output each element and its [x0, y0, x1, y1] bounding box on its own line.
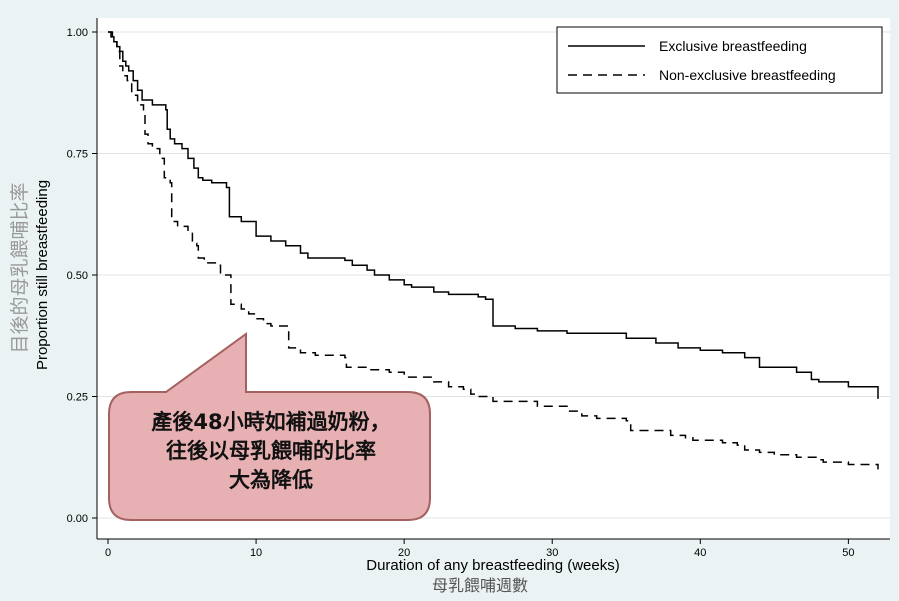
y-axis-label-zh: 目後的母乳餵哺比率 — [9, 182, 31, 353]
series-line-non-exclusive — [108, 31, 879, 470]
series-line-exclusive — [108, 31, 879, 399]
legend-label-exclusive: Exclusive breastfeeding — [659, 38, 807, 54]
x-axis-label-zh: 母乳餵哺週數 — [432, 576, 528, 595]
series-lines — [108, 31, 879, 470]
y-tick-label: 0.75 — [67, 149, 88, 161]
legend-box — [556, 26, 883, 94]
y-tick-label: 0.00 — [67, 513, 88, 525]
y-tick-label: 0.25 — [67, 392, 88, 404]
legend-label-non-exclusive: Non-exclusive breastfeeding — [659, 67, 836, 83]
y-tick-label: 1.00 — [67, 27, 88, 39]
annotation-line: 大為降低 — [229, 468, 313, 492]
annotation-line: 產後48小時如補過奶粉， — [151, 410, 391, 434]
x-tick-label: 0 — [105, 547, 111, 559]
annotation-text: 產後48小時如補過奶粉， 往後以母乳餵哺的比率 大為降低 — [118, 408, 424, 495]
x-tick-label: 20 — [398, 547, 410, 559]
x-axis-label: Duration of any breastfeeding (weeks) — [366, 557, 619, 574]
x-tick-label: 30 — [546, 547, 558, 559]
x-tick-label: 10 — [250, 547, 262, 559]
annotation-callout — [108, 332, 431, 521]
legend: Exclusive breastfeeding Non-exclusive br… — [556, 26, 883, 94]
x-tick-label: 40 — [694, 547, 706, 559]
annotation-line: 往後以母乳餵哺的比率 — [166, 439, 376, 463]
y-tick-label: 0.50 — [67, 270, 88, 282]
y-axis-label: Proportion still breastfeeding — [34, 180, 51, 370]
axis-ticks: 0.00 0.25 0.50 0.75 1.00 0 10 20 30 40 50 — [67, 27, 855, 559]
x-tick-label: 50 — [842, 547, 854, 559]
